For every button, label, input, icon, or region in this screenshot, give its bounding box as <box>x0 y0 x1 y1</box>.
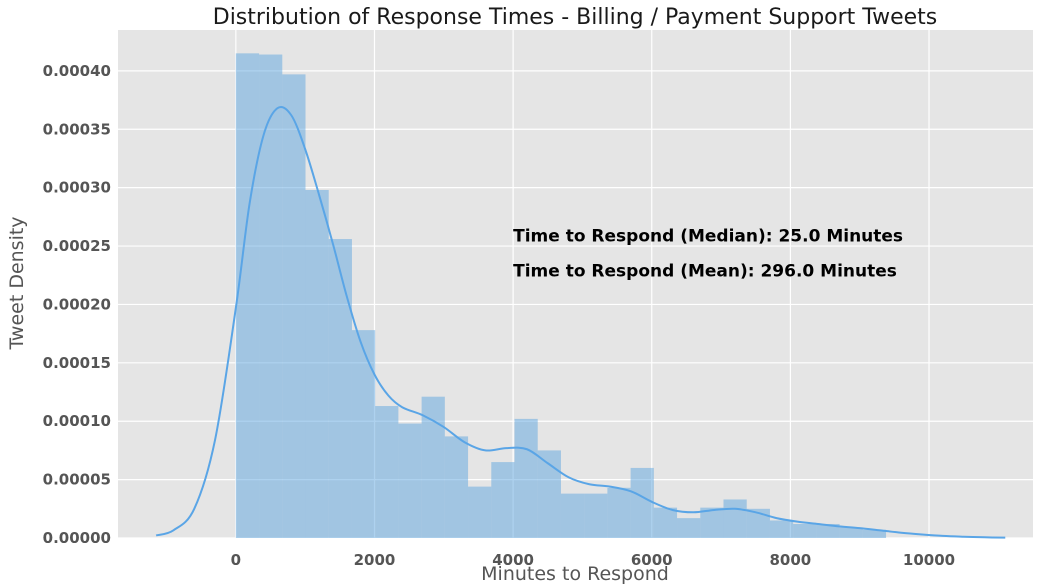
histogram-bar-6 <box>375 406 399 538</box>
histogram-bar-20 <box>700 507 724 538</box>
histogram-bar-14 <box>560 493 585 538</box>
y-axis-ticks: 0.00000 0.00005 0.00010 0.00015 0.00020 0.000… <box>43 62 111 547</box>
annotations: Time to Respond (Median): 25.0 Minutes Ti… <box>513 226 903 281</box>
histogram-bar-10 <box>468 486 492 538</box>
y-tick-label-8: 0.00040 <box>43 62 111 80</box>
x-axis-label: Minutes to Respond <box>481 563 669 585</box>
histogram-bar-7 <box>398 423 422 538</box>
y-tick-label-6: 0.00030 <box>43 179 111 197</box>
histogram-bar-22 <box>746 508 770 538</box>
y-tick-label-0: 0.00000 <box>43 529 111 547</box>
histogram-bar-27 <box>862 529 887 538</box>
x-tick-label-3: 6000 <box>631 551 673 569</box>
histogram-bar-24 <box>793 523 817 538</box>
histogram-bar-15 <box>584 493 608 538</box>
y-tick-label-3: 0.00015 <box>43 354 111 372</box>
y-tick-label-2: 0.00010 <box>43 412 111 430</box>
histogram-bar-1 <box>259 54 283 538</box>
y-tick-label-5: 0.00025 <box>43 237 111 255</box>
histogram-bar-4 <box>328 239 352 539</box>
x-tick-label-0: 0 <box>231 551 241 569</box>
histogram-bar-16 <box>607 487 631 538</box>
histogram-bar-18 <box>653 507 678 538</box>
annotation-0: Time to Respond (Median): 25.0 Minutes <box>513 226 903 246</box>
x-tick-label-1: 2000 <box>354 551 396 569</box>
x-axis-ticks: 0 2000 4000 6000 8000 10000 <box>231 551 955 569</box>
histogram-bar-8 <box>421 396 445 538</box>
histogram-bar-21 <box>723 499 747 538</box>
histogram-bar-26 <box>839 527 863 538</box>
histogram-bar-9 <box>444 436 469 538</box>
histogram-bar-11 <box>491 462 515 538</box>
x-tick-label-2: 4000 <box>492 551 534 569</box>
histogram-bar-12 <box>514 418 538 538</box>
histogram-bar-0 <box>235 53 260 538</box>
y-tick-label-4: 0.00020 <box>43 295 111 313</box>
histogram-bar-19 <box>677 518 701 538</box>
histogram-bar-17 <box>630 467 654 538</box>
histogram-bar-5 <box>351 330 376 538</box>
y-axis-label: Tweet Density <box>6 216 28 350</box>
histogram-bar-25 <box>816 523 840 538</box>
histogram-bar-13 <box>537 450 561 538</box>
y-tick-label-7: 0.00035 <box>43 120 111 138</box>
histogram-bar-23 <box>769 520 794 538</box>
kde-curve <box>155 105 1006 539</box>
annotation-1: Time to Respond (Mean): 296.0 Minutes <box>513 261 897 281</box>
chart-title: Distribution of Response Times - Billing… <box>213 5 938 30</box>
x-tick-label-5: 10000 <box>903 551 955 569</box>
histogram-bar-3 <box>305 189 329 539</box>
y-tick-label-1: 0.00005 <box>43 471 111 489</box>
x-tick-label-4: 8000 <box>770 551 812 569</box>
histogram-bars <box>235 53 887 539</box>
histogram-bar-2 <box>282 74 306 538</box>
